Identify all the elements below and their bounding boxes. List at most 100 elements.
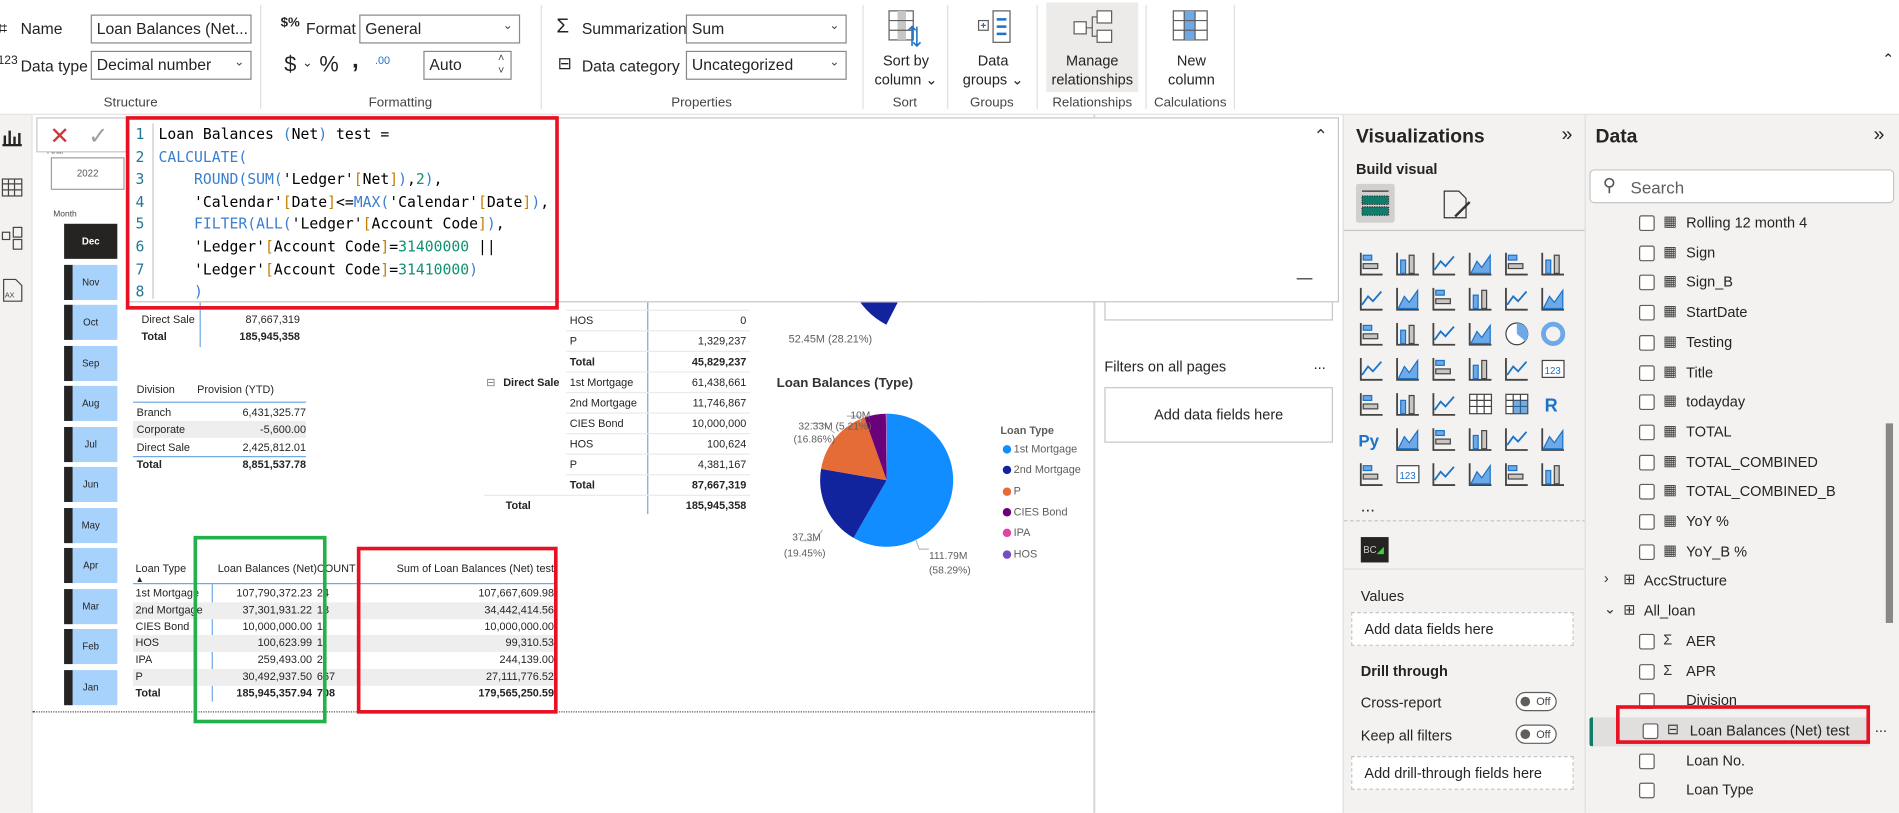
field-item[interactable]: ▦ todayday (1586, 389, 1888, 418)
more-visuals-icon[interactable]: ... (1360, 495, 1375, 516)
checkbox[interactable] (1639, 753, 1655, 769)
waterfall-icon[interactable] (1395, 321, 1422, 348)
field-item[interactable]: Σ AER (1586, 628, 1888, 657)
year-slicer-value[interactable]: 2022 (50, 157, 125, 190)
month-tile-jul[interactable]: Jul (64, 426, 118, 462)
donut-icon[interactable] (1540, 321, 1567, 348)
decimals-button[interactable]: .00 (374, 54, 391, 67)
multi-row-card-icon[interactable] (1358, 391, 1385, 418)
month-tile-jun[interactable]: Jun (64, 466, 118, 502)
treemap-icon[interactable] (1358, 356, 1385, 383)
field-item[interactable]: ▦ StartDate (1586, 299, 1888, 328)
drill-through-drop-zone[interactable]: Add drill-through fields here (1351, 756, 1574, 790)
decimal-places-stepper[interactable]: Auto ˄ ˅ (423, 50, 512, 80)
data-groups-button[interactable]: Data groups ⌄ (956, 2, 1031, 92)
100-stacked-area-icon[interactable] (1467, 285, 1494, 312)
column-header[interactable]: Loan Type (135, 562, 187, 575)
field-item[interactable]: ▦ Rolling 12 month 4 (1586, 209, 1888, 238)
qa-icon[interactable] (1467, 426, 1494, 453)
power-apps-icon[interactable] (1504, 461, 1531, 488)
pie-slice-p[interactable] (821, 417, 887, 481)
field-item[interactable]: ⊟ Loan Balances (Net) test... (1589, 717, 1887, 747)
format-visual-icon[interactable] (1441, 187, 1475, 221)
kpi-icon[interactable] (1395, 391, 1422, 418)
field-item[interactable]: Loan Type (1586, 777, 1888, 806)
legend-item[interactable]: 1st Mortgage (1013, 442, 1078, 455)
dax-query-view-icon[interactable]: AX (1, 278, 23, 302)
collapse-pane-icon[interactable]: » (1561, 124, 1573, 146)
field-item[interactable]: Loan No. (1586, 747, 1888, 776)
cancel-formula-icon[interactable]: ✕ (49, 123, 70, 150)
custom-visual-icon[interactable]: BC◢ (1360, 537, 1389, 563)
legend-item[interactable]: P (1013, 484, 1021, 497)
line-icon[interactable] (1358, 285, 1385, 312)
field-item[interactable]: ▦ TOTAL (1586, 418, 1888, 447)
matrix-row-header[interactable]: Direct Sale (503, 376, 560, 389)
column-header[interactable]: COUNT (316, 562, 356, 575)
map-icon[interactable] (1395, 356, 1422, 383)
month-tile-feb[interactable]: Feb (64, 628, 118, 665)
month-tile-oct[interactable]: Oct (64, 304, 118, 340)
month-tile-may[interactable]: May (64, 507, 118, 543)
pie-slice-1st-mortgage[interactable] (853, 413, 954, 547)
power-apps-123-icon[interactable]: 123 (1395, 461, 1422, 488)
paginated-report-icon[interactable] (1358, 461, 1385, 488)
checkbox[interactable] (1639, 394, 1655, 411)
field-item[interactable]: ▦ Sign_B (1586, 269, 1888, 298)
month-tile-dec[interactable]: Dec (64, 223, 118, 259)
100-stacked-column-icon[interactable] (1540, 250, 1567, 277)
legend-item[interactable]: CIES Bond (1013, 505, 1068, 518)
python-visual-icon[interactable]: Py (1358, 426, 1385, 453)
field-item[interactable]: ▦ TOTAL_COMBINED (1586, 448, 1888, 477)
100-stacked-bar-icon[interactable] (1504, 250, 1531, 277)
scrollbar-thumb[interactable] (1885, 423, 1894, 623)
field-item[interactable]: ▦ YoY_B % (1586, 538, 1888, 567)
cross-report-toggle[interactable]: Off (1515, 691, 1557, 712)
search-input[interactable]: ⚲ Search (1589, 169, 1895, 204)
checkbox[interactable] (1639, 543, 1655, 560)
metrics-icon[interactable] (1540, 426, 1567, 453)
report-view-icon[interactable] (1, 127, 23, 147)
collapse-pane-icon[interactable]: » (1873, 124, 1885, 146)
clustered-bar-icon[interactable] (1431, 250, 1458, 277)
checkbox[interactable] (1639, 663, 1655, 680)
table-item-all_loan[interactable]: ⌄ ⊞ All_loan (1586, 598, 1888, 627)
summarization-select[interactable]: Sum ⌄ (685, 14, 847, 44)
checkbox[interactable] (1639, 304, 1655, 321)
data-category-select[interactable]: Uncategorized ⌄ (685, 50, 847, 80)
values-drop-zone[interactable]: Add data fields here (1351, 612, 1574, 646)
legend-item[interactable]: HOS (1013, 547, 1038, 560)
table-icon[interactable] (1467, 391, 1494, 418)
checkbox[interactable] (1639, 782, 1655, 799)
checkbox[interactable] (1639, 454, 1655, 471)
r-visual-icon[interactable]: R (1540, 391, 1567, 418)
data-type-select[interactable]: Decimal number ⌄ (90, 50, 252, 80)
column-header[interactable]: Sum of Loan Balances (Net) test (396, 562, 554, 575)
scatter-icon[interactable] (1467, 321, 1494, 348)
stacked-area-icon[interactable] (1431, 285, 1458, 312)
formula-editor[interactable]: 1 Loan Balances (Net) test = 2 CALCULATE(3 … (127, 117, 1340, 303)
chevron-down-icon[interactable]: ⌄ (302, 56, 313, 71)
manage-relationships-button[interactable]: Manage relationships (1046, 2, 1139, 92)
commit-formula-icon[interactable]: ✓ (88, 123, 109, 150)
pie-slice-ipa[interactable] (885, 413, 887, 481)
checkbox[interactable] (1639, 215, 1655, 232)
table-item-accstructure[interactable]: › ⊞ AccStructure (1586, 568, 1888, 597)
checkbox[interactable] (1639, 484, 1655, 500)
checkbox[interactable] (1639, 245, 1655, 261)
month-tile-sep[interactable]: Sep (64, 345, 118, 381)
month-tile-mar[interactable]: Mar (64, 588, 118, 624)
percent-button[interactable]: % (319, 52, 339, 77)
filled-map-icon[interactable] (1431, 356, 1458, 383)
area-icon[interactable] (1395, 285, 1422, 312)
more-options-icon[interactable]: ... (1874, 718, 1887, 736)
collapse-ribbon-icon[interactable]: ⌃ (1882, 50, 1895, 68)
matrix-icon[interactable] (1504, 391, 1531, 418)
gauge-icon[interactable] (1504, 356, 1531, 383)
ribbon-icon[interactable] (1358, 321, 1385, 348)
field-item[interactable]: ▦ YoY % (1586, 508, 1888, 537)
lightning-filter-icon[interactable] (1431, 461, 1458, 488)
build-visual-tab[interactable] (1355, 183, 1395, 223)
checkbox[interactable] (1639, 424, 1655, 441)
month-tile-nov[interactable]: Nov (64, 264, 118, 300)
